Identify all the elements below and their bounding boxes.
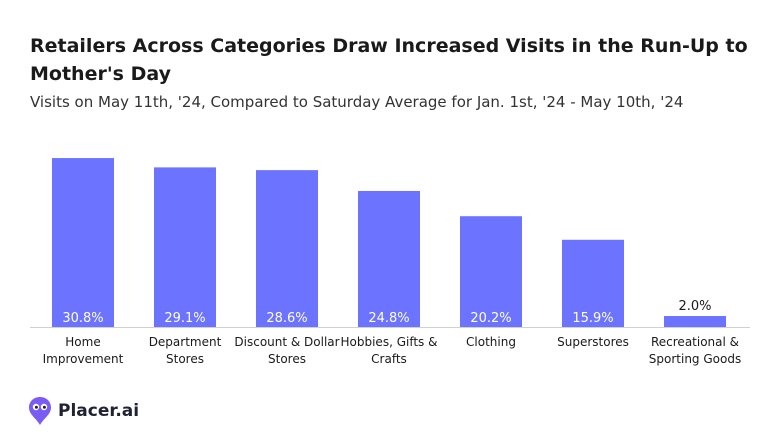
bar [154,167,216,327]
chart-title: Retailers Across Categories Draw Increas… [30,35,748,85]
brand-logo: Placer.ai [28,396,139,426]
chart-subtitle: Visits on May 11th, '24, Compared to Sat… [30,93,684,111]
placer-logo-icon [29,397,51,425]
category-label: Superstores [557,335,629,349]
data-label: 29.1% [164,311,205,326]
category-label: Home Improvement [43,335,124,366]
data-label: 2.0% [678,299,711,314]
data-label: 15.9% [572,311,613,326]
bar [562,239,624,327]
data-label: 20.2% [470,311,511,326]
data-label: 28.6% [266,311,307,326]
data-label: 24.8% [368,311,409,326]
bar [52,158,114,327]
category-label: Discount & Dollar Stores [234,335,339,366]
category-label: Hobbies, Gifts & Crafts [341,335,438,366]
bar [256,170,318,327]
brand-name: Placer.ai [58,401,140,421]
category-label: Recreational & Sporting Goods [649,335,741,366]
category-label: Department Stores [149,335,222,366]
bar [664,316,726,327]
bar [460,216,522,327]
bar [358,190,420,327]
category-label: Clothing [466,335,516,349]
data-label: 30.8% [62,311,103,326]
